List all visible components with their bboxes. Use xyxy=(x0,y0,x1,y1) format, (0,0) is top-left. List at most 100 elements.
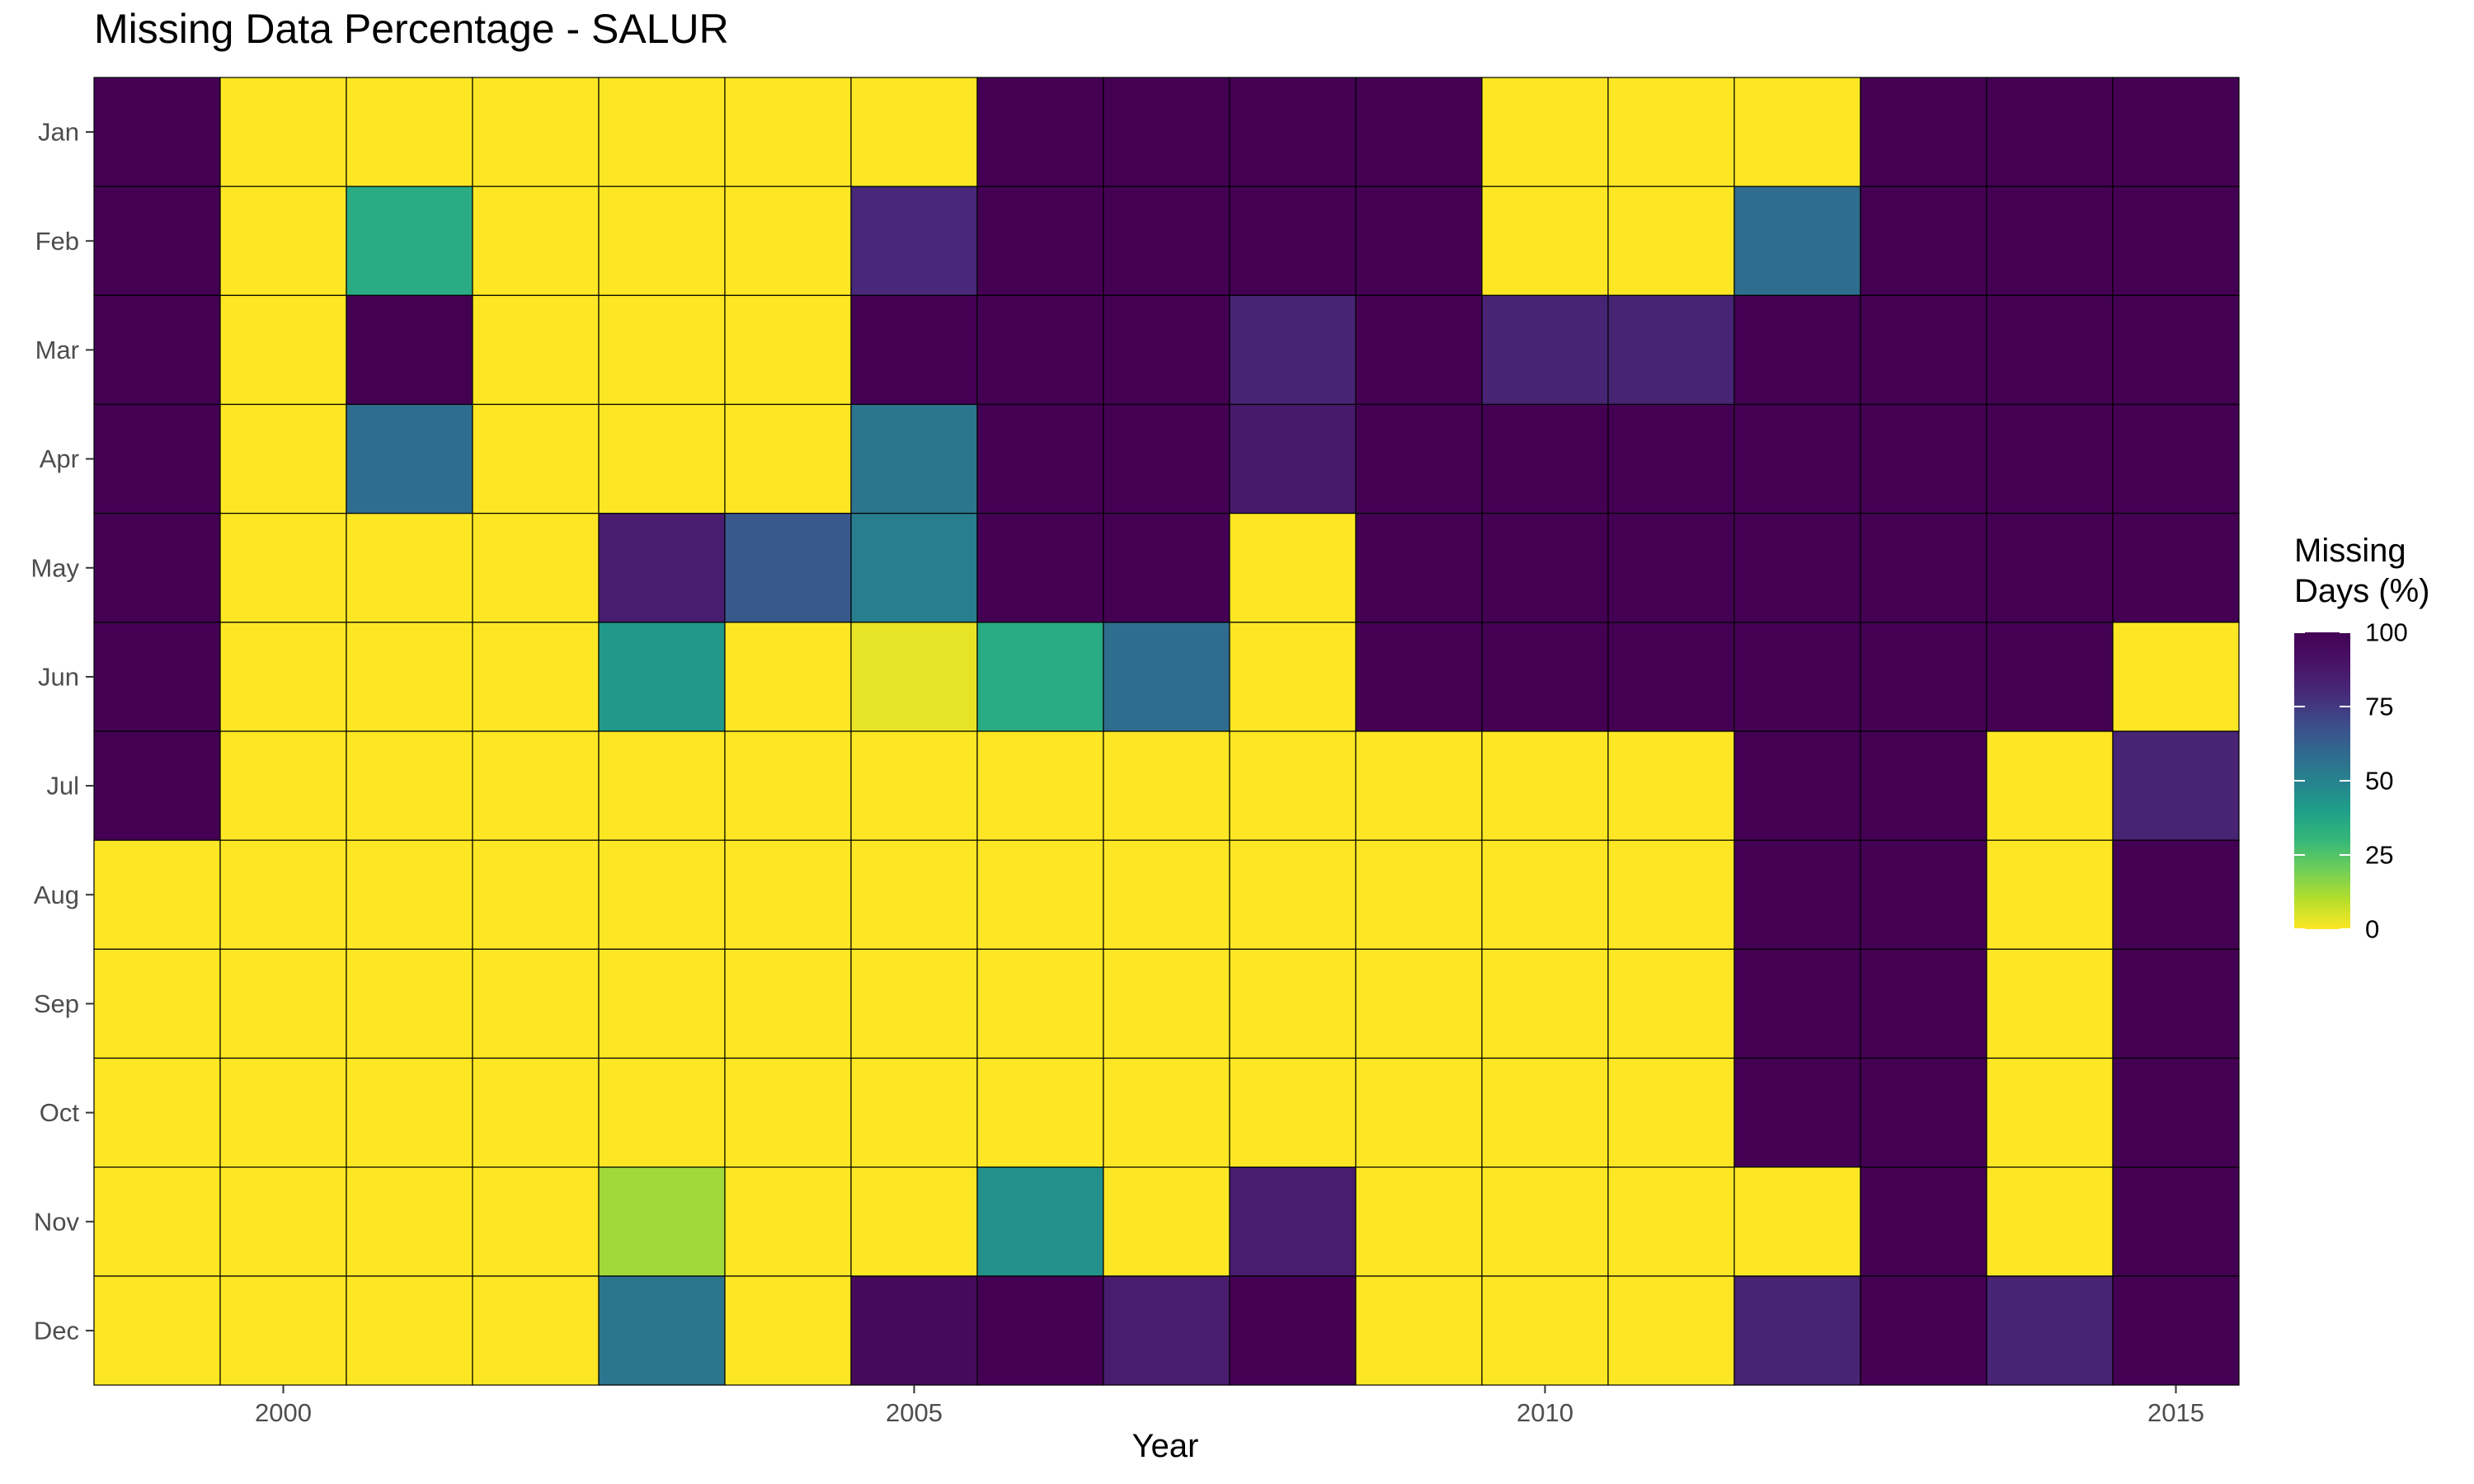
heatmap-cell xyxy=(850,77,978,187)
heatmap-cell xyxy=(598,948,726,1059)
heatmap-cell xyxy=(598,513,726,623)
heatmap-cell xyxy=(1355,513,1483,623)
heatmap-cell xyxy=(1229,1167,1357,1277)
heatmap-cell xyxy=(976,1167,1104,1277)
heatmap-cell xyxy=(1481,294,1609,406)
heatmap-cell xyxy=(1860,294,1987,406)
heatmap-cell xyxy=(1481,403,1609,514)
heatmap-cell xyxy=(1481,839,1609,950)
heatmap-cell xyxy=(1355,622,1483,732)
heatmap-cell xyxy=(1355,1167,1483,1277)
heatmap-cell xyxy=(1481,1275,1609,1386)
heatmap-cell xyxy=(724,1275,852,1386)
heatmap-cell xyxy=(1986,294,2114,406)
heatmap-cell xyxy=(1355,77,1483,187)
heatmap-cell xyxy=(1733,730,1861,841)
heatmap-cell xyxy=(598,77,726,187)
heatmap-cell xyxy=(219,730,347,841)
heatmap-cell xyxy=(1355,1275,1483,1386)
heatmap-cell xyxy=(724,513,852,623)
heatmap-cell xyxy=(2112,622,2240,732)
heatmap-cell xyxy=(1986,1275,2114,1386)
heatmap-cell xyxy=(472,1057,600,1168)
heatmap-cell xyxy=(724,839,852,950)
heatmap-cell xyxy=(1229,730,1357,841)
heatmap-cell xyxy=(1607,186,1735,296)
heatmap-cell xyxy=(219,294,347,406)
y-tick-label: Jan xyxy=(38,118,79,147)
heatmap-cell xyxy=(1733,294,1861,406)
heatmap-cell xyxy=(1733,622,1861,732)
heatmap-cell xyxy=(1607,948,1735,1059)
heatmap-cell xyxy=(1860,186,1987,296)
heatmap-cell xyxy=(850,186,978,296)
heatmap-cell xyxy=(93,1057,221,1168)
heatmap-cell xyxy=(1103,730,1230,841)
heatmap-cell xyxy=(1103,948,1230,1059)
chart-title: Missing Data Percentage - SALUR xyxy=(94,6,729,52)
heatmap-cell xyxy=(1607,1167,1735,1277)
heatmap-cell xyxy=(850,513,978,623)
heatmap-cell xyxy=(724,622,852,732)
heatmap-cell xyxy=(472,77,600,187)
heatmap-cell xyxy=(598,730,726,841)
heatmap-cell xyxy=(93,622,221,732)
heatmap-cell xyxy=(1607,1057,1735,1168)
heatmap-cell xyxy=(472,730,600,841)
y-tick-label: Jun xyxy=(38,662,79,691)
heatmap-cell xyxy=(219,513,347,623)
heatmap-cell xyxy=(219,186,347,296)
heatmap-cell xyxy=(1355,403,1483,514)
heatmap-cell xyxy=(1481,77,1609,187)
heatmap-cell xyxy=(93,730,221,841)
heatmap-cell xyxy=(1860,1167,1987,1277)
heatmap-cell xyxy=(219,839,347,950)
heatmap-cell xyxy=(346,1057,473,1168)
heatmap-cell xyxy=(2112,839,2240,950)
legend-tick-label: 50 xyxy=(2365,767,2393,796)
heatmap-cell xyxy=(1229,77,1357,187)
heatmap-cell xyxy=(346,730,473,841)
legend-title-line2: Days (%) xyxy=(2294,573,2430,609)
heatmap-cell xyxy=(472,513,600,623)
heatmap-cell xyxy=(976,1275,1104,1386)
heatmap-cell xyxy=(1986,730,2114,841)
heatmap-cell xyxy=(1986,622,2114,732)
heatmap-cell xyxy=(219,622,347,732)
heatmap-cell xyxy=(1355,948,1483,1059)
heatmap-cell xyxy=(1103,403,1230,514)
heatmap-cell xyxy=(93,1275,221,1386)
heatmap-cell xyxy=(1103,513,1230,623)
heatmap-cell xyxy=(1733,403,1861,514)
heatmap-cell xyxy=(1229,294,1357,406)
y-tick-label: May xyxy=(31,553,79,582)
heatmap-cell xyxy=(850,1275,978,1386)
heatmap-cell xyxy=(346,1275,473,1386)
heatmap-cell xyxy=(346,513,473,623)
legend-tick-label: 75 xyxy=(2365,693,2393,721)
heatmap-cell xyxy=(1355,730,1483,841)
heatmap-cell xyxy=(1103,186,1230,296)
heatmap-cell xyxy=(724,403,852,514)
legend: 100 75 50 25 0 xyxy=(2294,618,2408,944)
heatmap-cell xyxy=(2112,513,2240,623)
heatmap-cell xyxy=(346,186,473,296)
heatmap-cell xyxy=(976,186,1104,296)
heatmap-cell xyxy=(1607,839,1735,950)
x-tick-label: 2000 xyxy=(255,1398,312,1427)
heatmap-cell xyxy=(1229,839,1357,950)
heatmap-cell xyxy=(976,403,1104,514)
heatmap-cell xyxy=(598,294,726,406)
heatmap-cell xyxy=(219,1167,347,1277)
heatmap-cell xyxy=(1607,1275,1735,1386)
heatmap-cell xyxy=(1481,948,1609,1059)
heatmap-cell xyxy=(346,1167,473,1277)
heatmap-cell xyxy=(1229,1275,1357,1386)
heatmap-cell xyxy=(1229,513,1357,623)
heatmap-cell xyxy=(1986,1057,2114,1168)
heatmap-cell xyxy=(1103,1167,1230,1277)
heatmap-cell xyxy=(1986,403,2114,514)
heatmap-cell xyxy=(93,77,221,187)
heatmap-cell xyxy=(1860,77,1987,187)
heatmap-cell xyxy=(1860,1057,1987,1168)
